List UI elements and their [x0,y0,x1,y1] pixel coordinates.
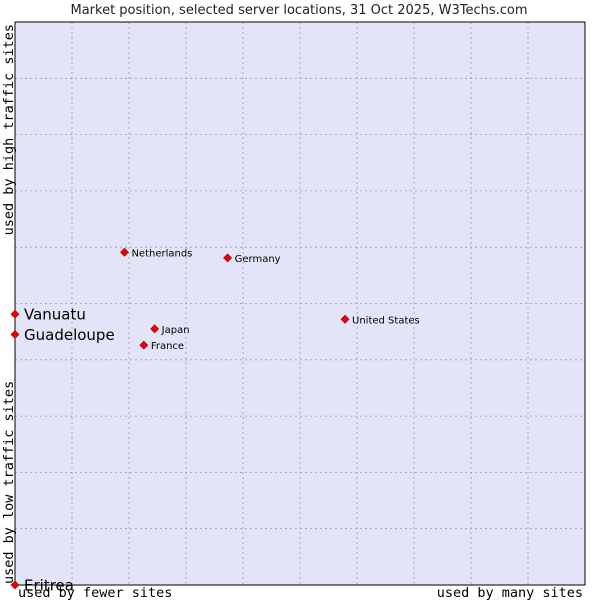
point-marker-france[interactable] [139,340,149,350]
point-marker-guadeloupe[interactable] [10,330,20,339]
point-marker-united-states[interactable] [340,314,350,324]
data-point-france[interactable]: France [139,340,184,352]
plot-frame [14,21,586,586]
data-point-guadeloupe[interactable]: Guadeloupe [10,326,115,344]
data-point-united-states[interactable]: United States [340,314,420,326]
x-axis-label-right: used by many sites [437,585,583,600]
point-label-united-states: United States [352,315,420,326]
point-label-eritrea: Eritrea [24,577,74,595]
point-marker-vanuatu[interactable] [10,309,20,319]
data-points: Netherlands Germany United States Japan Fran… [10,247,420,595]
y-axis-label-bottom: used by low traffic sites [1,381,17,584]
point-label-japan: Japan [161,325,190,336]
data-point-vanuatu[interactable]: Vanuatu [10,306,86,324]
y-axis-label-top: used by high traffic sites [1,24,17,235]
data-point-netherlands[interactable]: Netherlands [120,247,192,259]
point-label-germany: Germany [235,254,281,265]
point-marker-netherlands[interactable] [120,247,129,257]
data-point-germany[interactable]: Germany [223,253,281,265]
point-marker-eritrea[interactable] [10,580,20,590]
point-label-vanuatu: Vanuatu [24,306,86,324]
point-label-guadeloupe: Guadeloupe [24,326,115,344]
point-marker-germany[interactable] [223,253,233,263]
grid-lines [15,22,585,585]
point-marker-japan[interactable] [150,324,160,334]
point-label-france: France [151,341,184,352]
chart-title: Market position, selected server locatio… [70,3,527,18]
point-label-netherlands: Netherlands [131,248,192,259]
data-point-japan[interactable]: Japan [150,324,190,336]
data-point-eritrea[interactable]: Eritrea [10,577,74,595]
x-axis-label-left: used by fewer sites [18,585,172,600]
